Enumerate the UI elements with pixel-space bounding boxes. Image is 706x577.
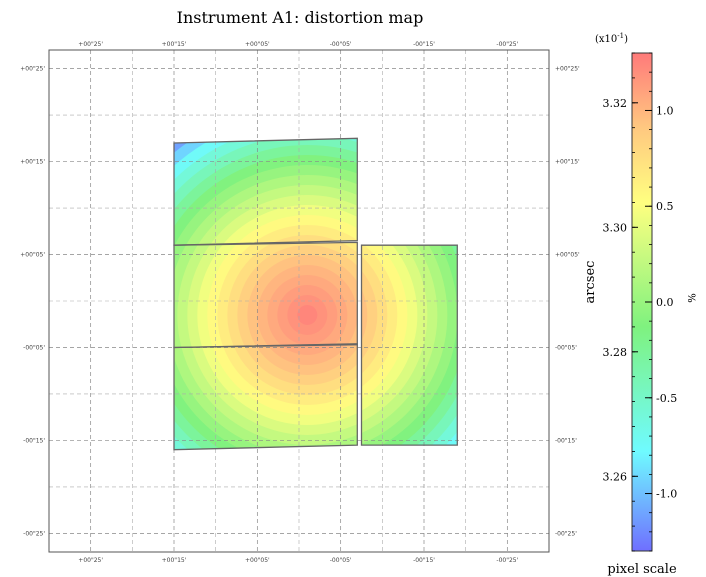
detector-right-field [361,245,458,446]
detector-bottom-left-field [174,343,358,450]
y-tick-label-right: +00"15' [555,159,580,166]
x-tick-label-bottom: +00"25' [78,557,103,564]
y-tick-label-left: -00"05' [23,344,45,351]
detector-middle-left-field [174,242,358,348]
x-tick-label-bottom: -00"15' [413,557,435,564]
x-tick-label-bottom: -00"05' [330,557,352,564]
x-tick-label-top: -00"25' [496,41,518,48]
x-tick-label-top: +00"25' [78,41,103,48]
exponent-power: -1 [617,32,624,40]
y-tick-label-right: -00"15' [555,437,577,444]
x-tick-label-bottom: +00"05' [245,557,270,564]
y-tick-label-left: -00"15' [23,437,45,444]
detector-top-left-outline [173,137,358,246]
x-tick-label-top: +00"05' [245,41,270,48]
detector-outlines [173,137,458,451]
detector-bottom-left-outline [173,343,358,451]
y-tick-label-left: +00"15' [20,159,45,166]
colorbar-ticks: 3.26 3.28 3.30 3.32 -1.0 -0.5 0.0 0.5 1.0 [603,52,677,552]
chart-title: Instrument A1: distortion map [177,8,424,27]
colorbar-left-tick-label: 3.30 [603,221,628,234]
y-tick-label-right: -00"25' [555,530,577,537]
detector-right-outline [360,244,458,446]
colorbar-right-tick-label: -0.5 [656,392,677,405]
exponent-prefix: (x10 [595,34,617,45]
x-tick-label-bottom: +00"15' [162,557,187,564]
axis-tick-labels: +00"25' +00"25' +00"15' +00"15' +00"05' +00"0… [20,41,580,564]
y-axis-label: arcsec [583,261,598,304]
colorbar-left-label: pixel scale [607,562,677,577]
x-tick-label-top: -00"15' [413,41,435,48]
distortion-contour [297,304,318,325]
colorbar-left-tick-label: 3.26 [603,470,628,483]
x-tick-label-top: -00"05' [330,41,352,48]
x-tick-label-top: +00"15' [162,41,187,48]
y-tick-label-left: +00"05' [20,252,45,259]
colorbar-right-tick-label: -1.0 [656,488,677,501]
colorbar-left-tick-label: 3.32 [603,97,628,110]
colorbar-left-tick-label: 3.28 [603,346,628,359]
plot-grid [49,50,549,552]
exponent-suffix: ) [624,34,628,45]
y-tick-label-left: -00"25' [23,530,45,537]
y-tick-label-left: +00"25' [20,66,45,73]
colorbar-right-tick-label: 0.5 [656,200,674,213]
distortion-heatmap [174,138,458,450]
y-tick-label-right: +00"05' [555,252,580,259]
y-tick-label-right: +00"25' [555,66,580,73]
colorbar-exponent: (x10-1) [595,32,628,45]
x-tick-label-bottom: -00"25' [496,557,518,564]
colorbar-right-tick-label: 1.0 [656,104,674,117]
colorbar-right-label: % [685,293,696,303]
y-tick-label-right: -00"05' [555,344,577,351]
colorbar-right-tick-label: 0.0 [656,296,674,309]
plot-frame [48,49,550,553]
